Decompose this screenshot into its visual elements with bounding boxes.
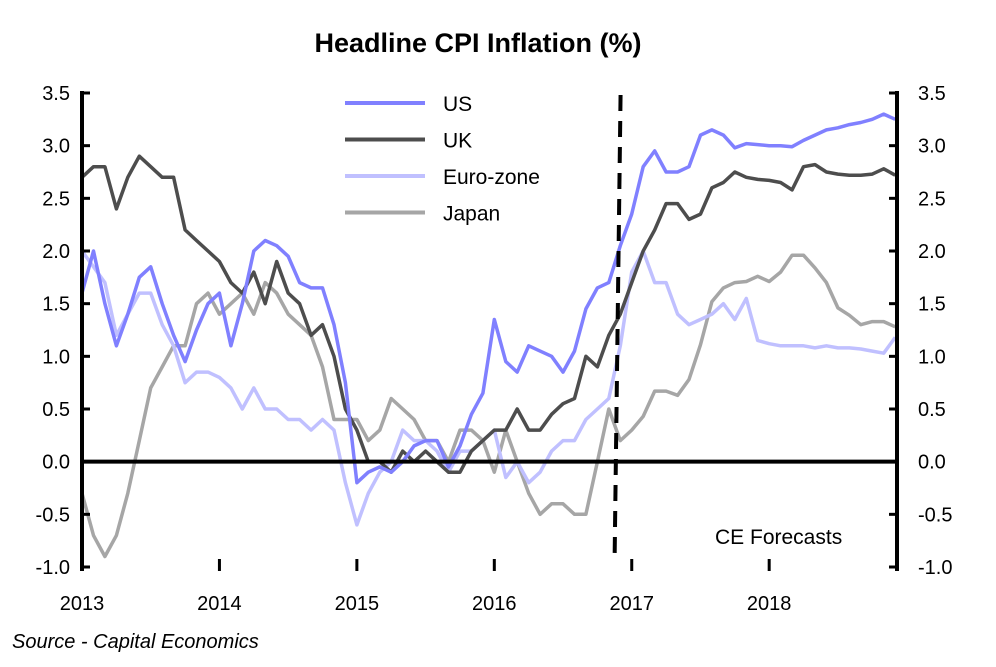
y-tick-label-right: 1.0 xyxy=(918,346,946,368)
chart-title: Headline CPI Inflation (%) xyxy=(314,28,641,58)
y-tick-label-left: 1.0 xyxy=(42,346,70,368)
x-tick-label: 2017 xyxy=(609,593,654,615)
x-tick-label: 2016 xyxy=(472,593,517,615)
y-tick-label-right: 1.5 xyxy=(918,294,946,316)
y-tick-label-right: 3.0 xyxy=(918,136,946,158)
y-tick-label-right: 0.5 xyxy=(918,399,946,421)
x-tick-label: 2018 xyxy=(747,593,792,615)
series-line-us xyxy=(80,112,896,485)
y-tick-label-left: 2.0 xyxy=(42,241,70,263)
y-tick-label-right: 2.5 xyxy=(918,188,946,210)
axes-layer: 3.5 3.5 3.0 3.0 2.5 2.5 2.0 2.0 1.5 1.5 1.0 1.0 0.5 0… xyxy=(36,83,953,615)
x-tick-label: 2013 xyxy=(60,593,105,615)
y-tick-label-right: -0.5 xyxy=(918,504,952,526)
legend-label: US xyxy=(443,93,472,116)
x-tick-label: 2015 xyxy=(335,593,380,615)
series-line-uk xyxy=(80,154,897,474)
y-tick-label-left: -0.5 xyxy=(36,504,70,526)
legend-label: Japan xyxy=(443,203,500,226)
y-tick-label-left: 1.5 xyxy=(42,294,70,316)
y-tick-label-left: 3.5 xyxy=(42,83,70,105)
x-tick-label: 2014 xyxy=(197,593,242,615)
legend-label: Euro-zone xyxy=(443,166,540,189)
legend: US UK Euro-zone Japan xyxy=(345,93,540,226)
y-tick-label-left: 3.0 xyxy=(42,136,70,158)
forecast-annotation: CE Forecasts xyxy=(715,526,842,549)
y-tick-label-left: 0.5 xyxy=(42,399,70,421)
y-tick-label-left: 2.5 xyxy=(42,188,70,210)
y-tick-label-right: 3.5 xyxy=(918,83,946,105)
y-tick-label-left: 0.0 xyxy=(42,452,70,474)
series-line-japan xyxy=(80,253,896,559)
y-tick-label-right: 2.0 xyxy=(918,241,946,263)
y-tick-label-right: 0.0 xyxy=(918,452,946,474)
y-tick-label-right: -1.0 xyxy=(918,557,952,579)
y-tick-label-left: -1.0 xyxy=(36,557,70,579)
series-layer xyxy=(80,112,897,559)
source-note: Source - Capital Economics xyxy=(12,631,259,653)
legend-label: UK xyxy=(443,130,472,153)
forecast-divider-line xyxy=(612,94,623,563)
series-line-euro-zone xyxy=(80,249,897,527)
